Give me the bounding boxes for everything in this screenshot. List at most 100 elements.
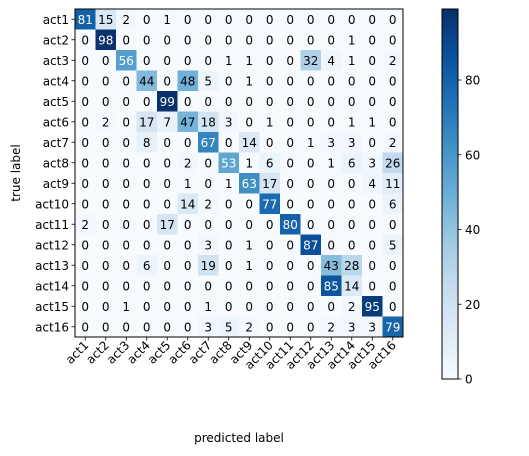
cell-act16-act10: [259, 316, 281, 338]
cell-value-label: 0: [81, 238, 89, 252]
cell-act14-act13: [321, 275, 342, 297]
cell-act16-act8: [218, 316, 240, 338]
cell-value-label: 0: [348, 74, 356, 88]
cell-value-label: 0: [184, 54, 192, 68]
y-tick-label-act3: act3: [43, 54, 69, 68]
cell-value-label: 0: [327, 300, 335, 314]
cell-act15-act16: [382, 296, 404, 317]
cell-value-label: 0: [286, 13, 294, 27]
cell-act7-act7: [198, 132, 219, 153]
cell-value-label: 0: [389, 115, 397, 129]
cell-act16-act9: [239, 316, 260, 338]
cell-act14-act14: [341, 275, 363, 297]
y-tick-label-act14: act14: [35, 279, 69, 293]
cell-act2-act11: [280, 29, 301, 51]
cell-value-label: 5: [204, 74, 212, 88]
cell-act5-act5: [157, 91, 178, 112]
cell-act10-act3: [116, 193, 137, 215]
cell-value-label: 4: [368, 177, 376, 191]
cell-act4-act7: [198, 70, 219, 92]
cell-act9-act16: [382, 173, 404, 194]
cell-value-label: 0: [266, 259, 274, 273]
cell-act12-act16: [382, 234, 404, 256]
cell-value-label: 79: [385, 320, 400, 334]
cell-value-label: 0: [122, 95, 130, 109]
cell-act1-act13: [321, 9, 342, 30]
cell-act14-act1: [75, 275, 96, 297]
cell-value-label: 0: [81, 54, 89, 68]
cell-act5-act8: [218, 91, 240, 112]
cell-value-label: 3: [368, 156, 376, 170]
y-tick-label-act12: act12: [35, 238, 69, 252]
cell-act14-act5: [157, 275, 178, 297]
cell-value-label: 0: [81, 279, 89, 293]
cell-value-label: 6: [348, 156, 356, 170]
cell-value-label: 0: [143, 218, 151, 232]
cell-act9-act1: [75, 173, 96, 194]
cell-value-label: 0: [81, 115, 89, 129]
cell-value-label: 0: [348, 177, 356, 191]
cell-act15-act6: [177, 296, 199, 317]
cell-act10-act8: [218, 193, 240, 215]
cell-value-label: 1: [245, 54, 253, 68]
cell-act7-act1: [75, 132, 96, 153]
cell-value-label: 8: [143, 136, 151, 150]
cell-act10-act14: [341, 193, 363, 215]
cell-value-label: 0: [204, 95, 212, 109]
cell-act4-act2: [95, 70, 117, 92]
cell-act8-act8: [218, 152, 240, 174]
cell-act5-act10: [259, 91, 281, 112]
cell-act15-act5: [157, 296, 178, 317]
cell-act7-act3: [116, 132, 137, 153]
cell-value-label: 0: [225, 279, 233, 293]
cell-value-label: 0: [245, 115, 253, 129]
cell-act2-act2: [95, 29, 117, 51]
cell-act11-act5: [157, 214, 178, 235]
cell-value-label: 0: [266, 320, 274, 334]
cell-value-label: 0: [102, 300, 110, 314]
cell-value-label: 3: [327, 136, 335, 150]
cell-value-label: 0: [122, 115, 130, 129]
cell-value-label: 6: [143, 259, 151, 273]
cell-act14-act10: [259, 275, 281, 297]
cell-value-label: 0: [143, 95, 151, 109]
cell-value-label: 1: [348, 115, 356, 129]
cell-value-label: 0: [225, 13, 233, 27]
cell-act4-act8: [218, 70, 240, 92]
cell-act13-act12: [300, 255, 322, 276]
cell-act4-act10: [259, 70, 281, 92]
cell-value-label: 0: [184, 320, 192, 334]
cell-value-label: 0: [266, 279, 274, 293]
cell-act4-act6: [177, 70, 199, 92]
cell-act10-act2: [95, 193, 117, 215]
cell-value-label: 0: [225, 74, 233, 88]
heatmap-cells: [75, 9, 404, 338]
colorbar-ticks: 0 20 40 60 80: [458, 74, 480, 387]
cell-value-label: 1: [368, 115, 376, 129]
cell-value-label: 95: [365, 300, 380, 314]
cell-value-label: 0: [348, 218, 356, 232]
cell-value-label: 3: [368, 320, 376, 334]
cell-value-label: 0: [122, 136, 130, 150]
cell-act13-act6: [177, 255, 199, 276]
cell-act3-act10: [259, 50, 281, 71]
cell-value-label: 0: [163, 54, 171, 68]
cell-value-label: 26: [385, 156, 400, 170]
cell-act12-act9: [239, 234, 260, 256]
cell-act9-act3: [116, 173, 137, 194]
cell-act2-act9: [239, 29, 260, 51]
cell-act3-act8: [218, 50, 240, 71]
cell-act10-act1: [75, 193, 96, 215]
cell-value-label: 0: [327, 218, 335, 232]
cell-act7-act6: [177, 132, 199, 153]
cell-value-label: 0: [184, 136, 192, 150]
cell-act12-act8: [218, 234, 240, 256]
cell-value-label: 43: [324, 259, 339, 273]
cell-value-label: 0: [163, 279, 171, 293]
cell-act12-act11: [280, 234, 301, 256]
cell-value-label: 0: [163, 259, 171, 273]
cell-act16-act11: [280, 316, 301, 338]
cell-value-label: 0: [204, 177, 212, 191]
cell-value-label: 2: [245, 320, 253, 334]
cell-value-label: 0: [102, 74, 110, 88]
